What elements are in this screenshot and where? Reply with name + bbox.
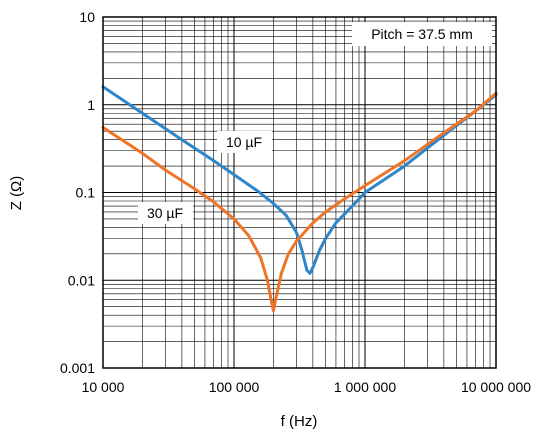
y-tick-label: 0.1 [76, 185, 96, 201]
series-label-10uf-box [217, 131, 272, 153]
x-tick-label: 10 000 000 [461, 379, 531, 395]
series-line-10uf [101, 85, 498, 275]
x-tick-label: 1 000 000 [334, 379, 396, 395]
x-axis-label: f (Hz) [281, 413, 318, 430]
y-tick-label: 10 [79, 9, 95, 25]
y-tick-label: 0.01 [68, 272, 95, 288]
series-label-30uf-text: 30 µF [147, 205, 183, 221]
y-tick-labels: 0.001 0.01 0.1 1 10 [60, 9, 95, 376]
series-label-30uf-box [138, 202, 193, 224]
series-label-10uf: 10 µF [217, 131, 272, 153]
series-group [101, 85, 498, 313]
pitch-annotation-box [352, 22, 492, 46]
pitch-annotation-text: Pitch = 37.5 mm [371, 26, 473, 42]
x-tick-label: 10 000 [82, 379, 125, 395]
plot-frame [102, 16, 497, 369]
series-label-30uf: 30 µF [138, 202, 193, 224]
pitch-annotation: Pitch = 37.5 mm [352, 22, 492, 46]
x-tick-label: 100 000 [209, 379, 260, 395]
y-tick-label: 1 [87, 97, 95, 113]
x-tick-labels: 10 000 100 000 1 000 000 10 000 000 [82, 379, 532, 395]
series-line-30uf [101, 91, 498, 313]
series-label-10uf-text: 10 µF [226, 134, 262, 150]
y-axis-label: Z (Ω) [8, 176, 25, 211]
y-tick-label: 0.001 [60, 360, 95, 376]
